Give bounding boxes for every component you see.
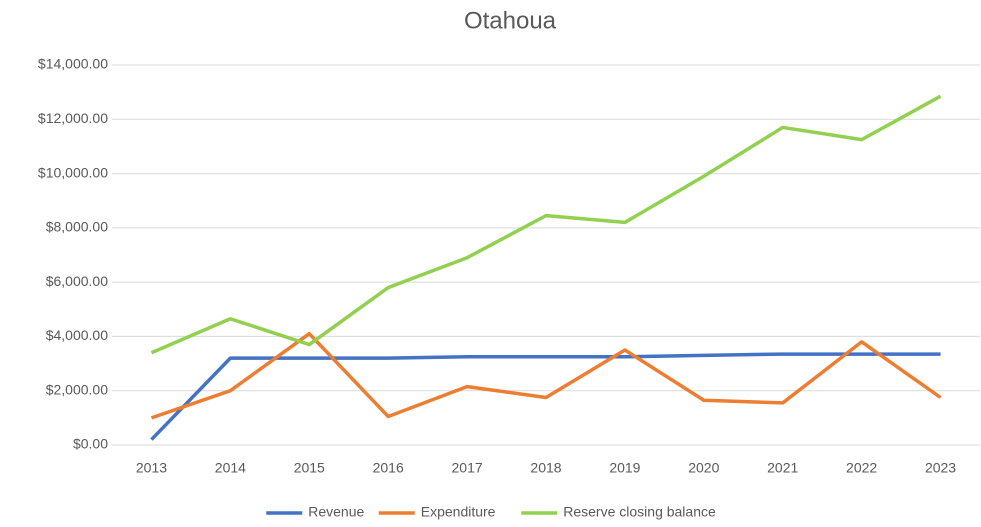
y-tick-label: $10,000.00 <box>38 164 108 180</box>
legend-label: Expenditure <box>421 504 496 520</box>
x-tick-label: 2023 <box>925 460 956 476</box>
y-tick-label: $6,000.00 <box>46 273 108 289</box>
y-tick-label: $2,000.00 <box>46 381 108 397</box>
series-line <box>150 94 942 355</box>
y-tick-label: $14,000.00 <box>38 56 108 72</box>
x-tick-label: 2016 <box>373 460 404 476</box>
chart-title: Otahoua <box>464 7 557 34</box>
x-tick-label: 2014 <box>215 460 246 476</box>
series-line <box>150 352 941 441</box>
x-tick-label: 2017 <box>452 460 483 476</box>
x-tick-label: 2018 <box>530 460 561 476</box>
x-tick-label: 2021 <box>767 460 798 476</box>
y-tick-label: $12,000.00 <box>38 110 108 126</box>
y-tick-label: $8,000.00 <box>46 219 108 235</box>
legend-label: Reserve closing balance <box>563 504 716 520</box>
series-line <box>150 331 942 420</box>
y-tick-label: $0.00 <box>73 436 108 452</box>
x-tick-label: 2022 <box>846 460 877 476</box>
x-tick-label: 2019 <box>609 460 640 476</box>
y-tick-label: $4,000.00 <box>46 327 108 343</box>
x-tick-label: 2013 <box>136 460 167 476</box>
x-tick-label: 2015 <box>294 460 325 476</box>
x-tick-label: 2020 <box>688 460 719 476</box>
legend-label: Revenue <box>308 504 364 520</box>
